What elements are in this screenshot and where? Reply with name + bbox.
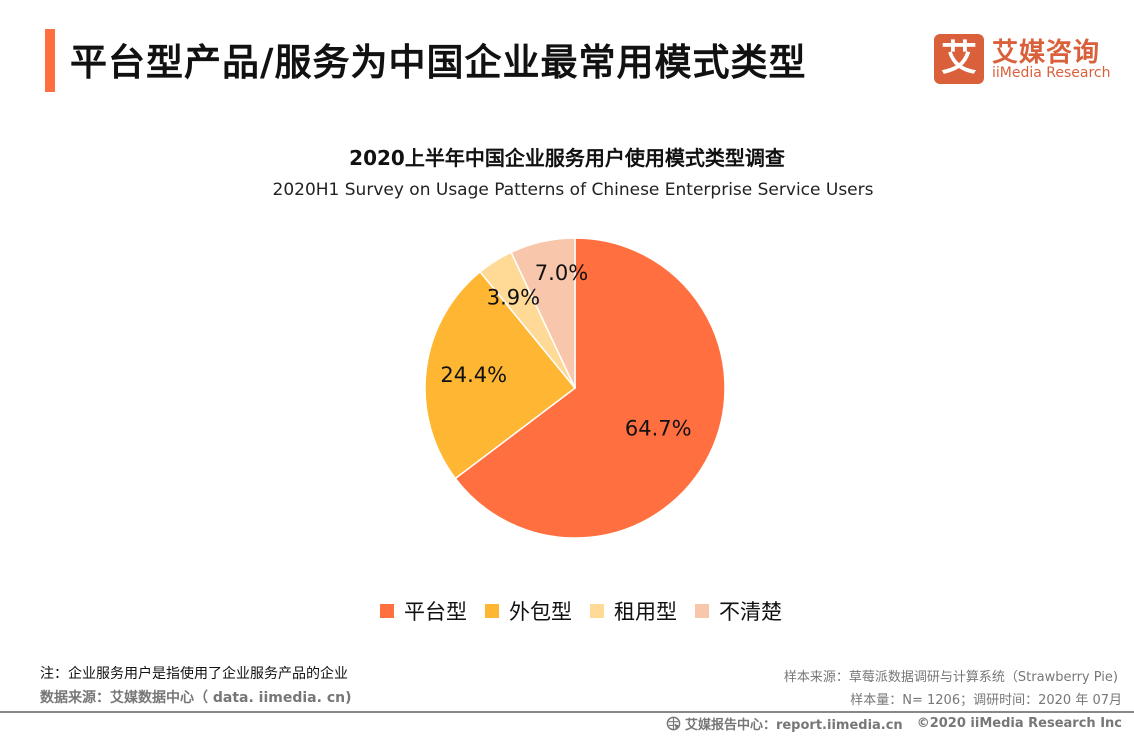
legend-label: 平台型 bbox=[404, 600, 467, 624]
pie-data-label: 64.7% bbox=[625, 416, 692, 440]
title-accent-bar bbox=[45, 29, 55, 92]
sample-size: 样本量：N= 1206；调研时间：2020 年 07月 bbox=[850, 693, 1122, 708]
legend-swatch bbox=[380, 604, 394, 618]
pie-slices bbox=[424, 237, 726, 539]
footer: 艾媒报告中心：report.iimedia.cn ©2020 iiMedia R… bbox=[666, 714, 1122, 733]
pie-labels: 64.7% 24.4% 3.9%7.0% bbox=[440, 261, 691, 441]
footer-divider bbox=[0, 711, 1134, 713]
pie-data-label: 24.4% bbox=[440, 363, 507, 387]
brand-logo: 艾 艾媒咨询 iiMedia Research bbox=[934, 34, 1114, 86]
footer-copyright: ©2020 iiMedia Research Inc bbox=[916, 716, 1122, 731]
pie-data-label: 3.9% bbox=[487, 285, 540, 309]
sample-source: 样本来源：草莓派数据调研与计算系统（Strawberry Pie) bbox=[783, 670, 1118, 685]
legend-label: 外包型 bbox=[509, 600, 572, 624]
legend-label: 租用型 bbox=[614, 600, 677, 624]
footnote-note: 注：企业服务用户是指使用了企业服务产品的企业 bbox=[40, 666, 348, 682]
legend-item-outsourcing: 外包型 bbox=[485, 596, 572, 626]
logo-name-cn: 艾媒咨询 bbox=[992, 38, 1101, 68]
legend-swatch bbox=[485, 604, 499, 618]
logo-mark-icon: 艾 bbox=[934, 34, 984, 84]
chart-subtitle: 2020H1 Survey on Usage Patterns of Chine… bbox=[272, 180, 874, 200]
report-center-icon bbox=[666, 716, 681, 731]
pie-slice bbox=[510, 237, 576, 389]
page-title: 平台型产品/服务为中国企业最常用模式类型 bbox=[70, 41, 807, 84]
legend-item-rental: 租用型 bbox=[590, 596, 677, 626]
legend-item-platform: 平台型 bbox=[380, 596, 467, 626]
footer-report-center[interactable]: 艾媒报告中心：report.iimedia.cn bbox=[684, 718, 903, 733]
legend-swatch bbox=[590, 604, 604, 618]
data-source: 数据来源：艾媒数据中心（ data. iimedia. cn) bbox=[40, 690, 352, 706]
chart-title: 2020上半年中国企业服务用户使用模式类型调查 bbox=[349, 146, 785, 170]
pie-slice bbox=[424, 270, 577, 480]
pie-data-label: 7.0% bbox=[535, 261, 588, 285]
legend-item-unclear: 不清楚 bbox=[695, 596, 782, 626]
chart-legend: 平台型 外包型 租用型 不清楚 bbox=[380, 596, 800, 626]
pie-slice bbox=[454, 237, 726, 539]
legend-swatch bbox=[695, 604, 709, 618]
legend-label: 不清楚 bbox=[719, 600, 782, 624]
logo-name-en: iiMedia Research bbox=[992, 65, 1111, 81]
